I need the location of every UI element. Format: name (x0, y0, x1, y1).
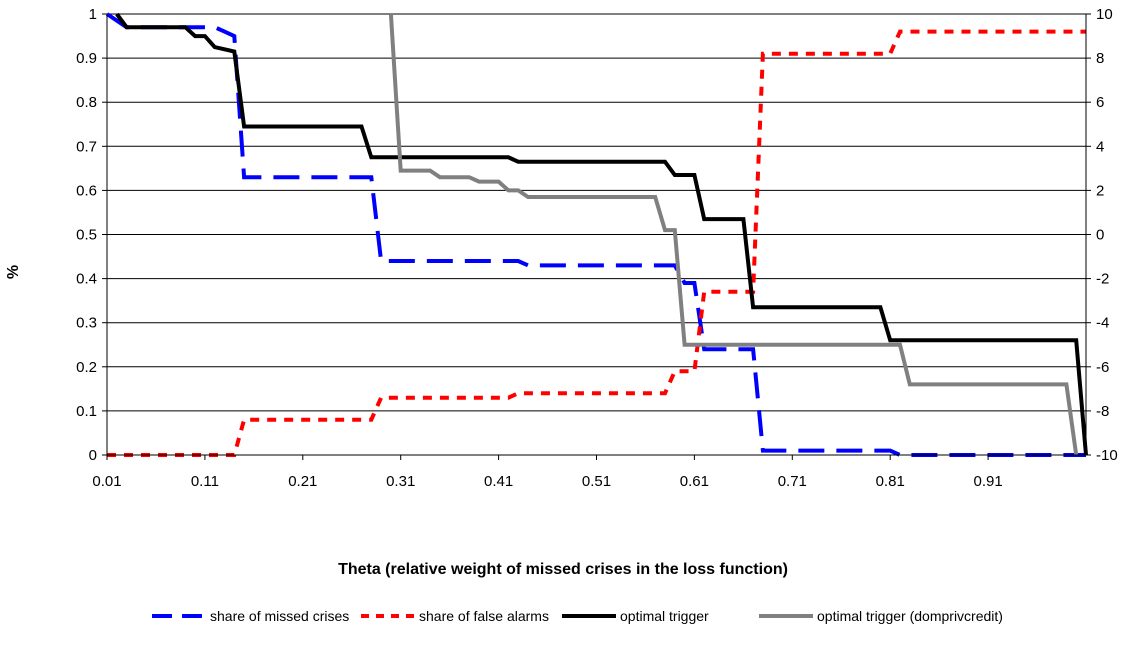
y-tick-label: 0 (89, 447, 97, 464)
x-tick-label: 0.51 (582, 473, 611, 490)
y-tick-label: 0.1 (76, 403, 97, 420)
y2-tick-label: 4 (1096, 138, 1104, 155)
x-tick-label: 0.01 (92, 473, 121, 490)
series-line-2 (107, 29, 1086, 457)
y2-tick-label: 6 (1096, 94, 1104, 111)
x-tick-label: 0.61 (680, 473, 709, 490)
x-tick-label: 0.81 (876, 473, 905, 490)
y-tick-label: 0.4 (76, 271, 97, 288)
series-line-3 (115, 12, 1088, 456)
y-tick-label: 0.6 (76, 182, 97, 199)
y2-tick-label: -8 (1096, 403, 1109, 420)
series-line-4 (388, 13, 1079, 456)
y-tick-label: 0.5 (76, 227, 97, 244)
legend-label: share of false alarms (419, 608, 549, 624)
y-tick-label: 0.9 (76, 50, 97, 67)
y2-tick-label: -2 (1096, 271, 1109, 288)
x-tick-label: 0.91 (973, 473, 1002, 490)
y-tick-label: 0.3 (76, 315, 97, 332)
y2-tick-label: 8 (1096, 50, 1104, 67)
x-tick-label: 0.71 (778, 473, 807, 490)
x-tick-label: 0.31 (386, 473, 415, 490)
y-tick-label: 0.2 (76, 359, 97, 376)
y2-tick-label: 0 (1096, 227, 1104, 244)
y2-tick-label: -10 (1096, 447, 1118, 464)
legend: share of missed crises share of false ala… (152, 608, 1003, 624)
series-line-1 (105, 12, 1086, 457)
y-tick-label: 1 (89, 6, 97, 23)
y2-tick-label: -6 (1096, 359, 1109, 376)
legend-label: optimal trigger (domprivcredit) (817, 608, 1003, 624)
y2-tick-label: 2 (1096, 182, 1104, 199)
y-axis-title: % (5, 265, 22, 279)
y-tick-label: 0.8 (76, 94, 97, 111)
grid (107, 13, 1086, 456)
tick-labels: 00.10.20.30.40.50.60.70.80.91-10-8-6-4-2… (76, 6, 1118, 490)
x-tick-label: 0.41 (484, 473, 513, 490)
x-tick-label: 0.21 (288, 473, 317, 490)
legend-label: optimal trigger (620, 608, 709, 624)
legend-label: share of missed crises (210, 608, 349, 624)
y2-tick-label: -4 (1096, 315, 1109, 332)
series-layer (105, 12, 1088, 457)
x-tick-label: 0.11 (191, 473, 219, 490)
axes (102, 13, 1091, 460)
y2-tick-label: 10 (1096, 6, 1113, 23)
y-tick-label: 0.7 (76, 138, 97, 155)
x-axis-title: Theta (relative weight of missed crises … (338, 561, 788, 578)
